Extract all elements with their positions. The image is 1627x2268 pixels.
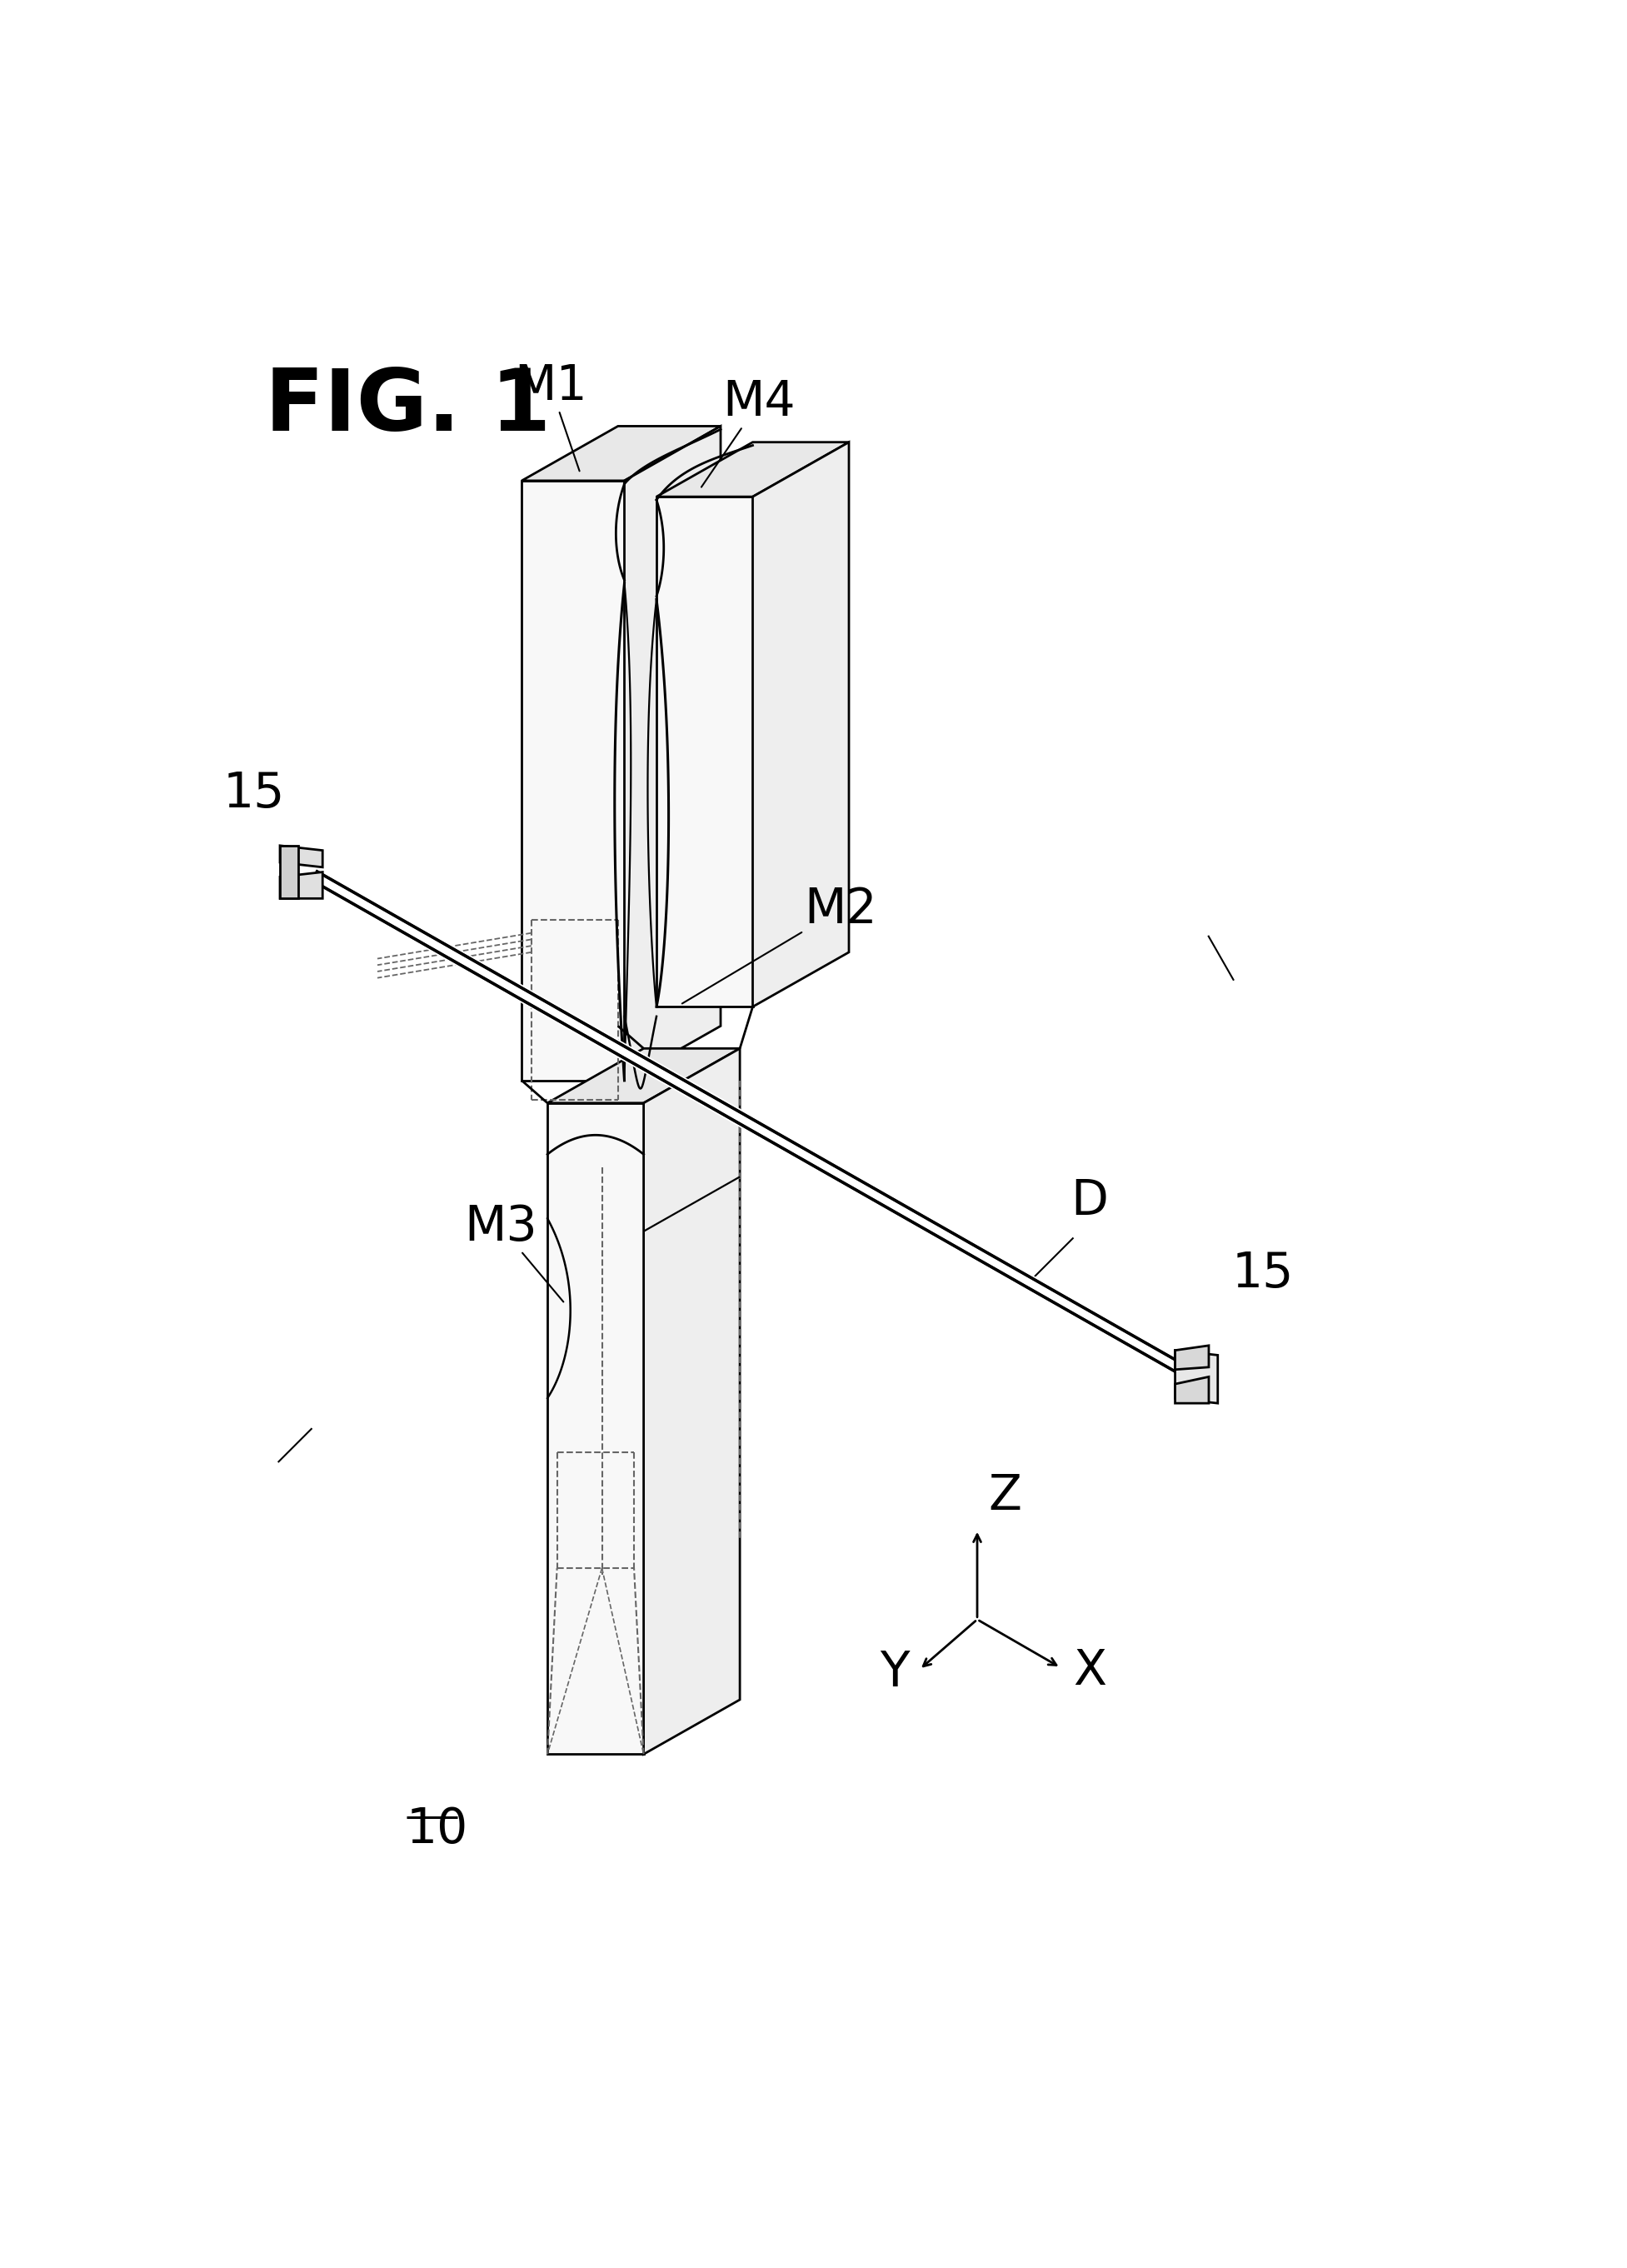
- Polygon shape: [625, 426, 721, 1080]
- Polygon shape: [522, 481, 625, 1080]
- Polygon shape: [656, 442, 849, 497]
- Polygon shape: [547, 1048, 740, 1102]
- Text: 15: 15: [223, 771, 285, 816]
- Text: Z: Z: [989, 1472, 1022, 1520]
- Polygon shape: [1175, 1345, 1209, 1370]
- Polygon shape: [644, 1048, 740, 1753]
- Text: 15: 15: [1232, 1250, 1293, 1297]
- Polygon shape: [280, 846, 322, 866]
- Polygon shape: [547, 1102, 644, 1753]
- Text: 10: 10: [407, 1805, 469, 1853]
- Polygon shape: [1175, 1377, 1209, 1404]
- Polygon shape: [753, 442, 849, 1007]
- Polygon shape: [280, 846, 298, 898]
- Text: D: D: [1071, 1177, 1108, 1225]
- Text: M2: M2: [682, 885, 877, 1002]
- Polygon shape: [522, 426, 721, 481]
- Polygon shape: [656, 497, 753, 1007]
- Text: Y: Y: [880, 1649, 909, 1696]
- Text: M1: M1: [514, 363, 587, 472]
- Text: M3: M3: [464, 1202, 563, 1302]
- Text: X: X: [1074, 1647, 1106, 1694]
- Text: M4: M4: [701, 379, 796, 488]
- Text: FIG. 1: FIG. 1: [265, 365, 552, 449]
- Polygon shape: [280, 871, 322, 898]
- Polygon shape: [1175, 1349, 1217, 1404]
